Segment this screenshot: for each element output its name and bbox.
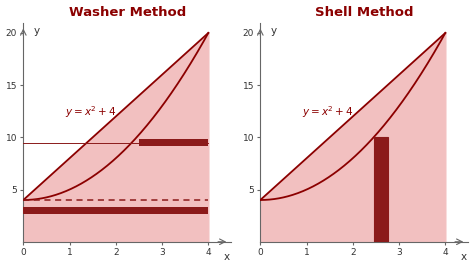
Bar [23, 207, 208, 214]
Text: $y = x^2 + 4$: $y = x^2 + 4$ [65, 105, 117, 120]
Text: y: y [271, 26, 277, 36]
Title: Shell Method: Shell Method [315, 6, 414, 18]
Text: x: x [461, 252, 467, 262]
Text: $y = x^2 + 4$: $y = x^2 + 4$ [302, 105, 354, 120]
Text: x: x [224, 252, 230, 262]
Title: Washer Method: Washer Method [69, 6, 186, 18]
Text: y: y [34, 26, 40, 36]
Bar [374, 137, 388, 242]
Bar [139, 139, 208, 146]
